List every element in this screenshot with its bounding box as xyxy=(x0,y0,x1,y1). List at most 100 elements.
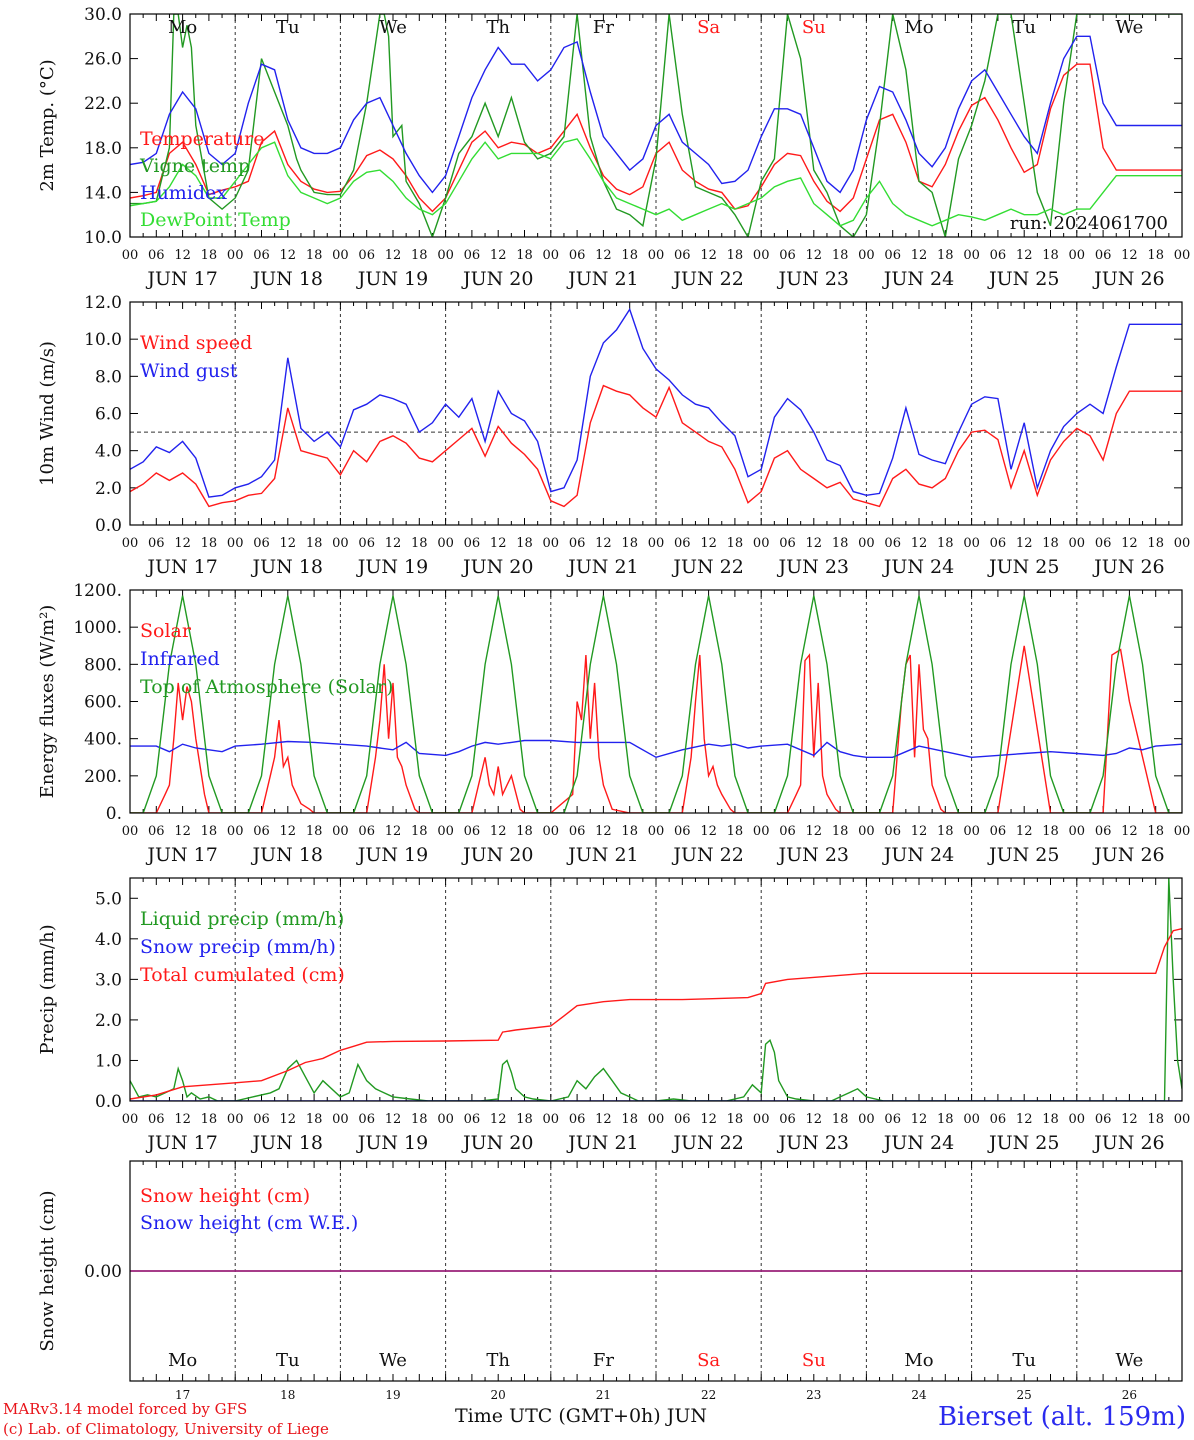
hour-label: 12 xyxy=(1016,248,1033,263)
hour-label: 12 xyxy=(385,1112,402,1127)
hour-label: 12 xyxy=(700,1112,717,1127)
hour-label: 00 xyxy=(437,536,454,551)
legend-entry: Snow height (cm) xyxy=(140,1185,310,1207)
hour-label: 06 xyxy=(253,536,270,551)
legend-entry: Wind gust xyxy=(140,360,238,382)
date-label: JUN 26 xyxy=(1092,1132,1164,1154)
hour-label: 00 xyxy=(332,536,349,551)
hour-label: 12 xyxy=(700,536,717,551)
legend-entry: Wind speed xyxy=(140,332,252,354)
hour-label: 12 xyxy=(806,824,823,839)
hour-label: 18 xyxy=(727,248,744,263)
y-tick-label: 8.0 xyxy=(95,367,122,387)
weekday-label: We xyxy=(1116,1350,1144,1371)
date-label: JUN 26 xyxy=(1092,556,1164,578)
date-label: JUN 20 xyxy=(461,268,533,290)
weekday-label: Tu xyxy=(276,17,300,38)
y-axis-label: 2m Temp. (°C) xyxy=(37,59,58,191)
hour-label: 00 xyxy=(1174,248,1191,263)
hour-label: 18 xyxy=(516,536,533,551)
hour-label: 06 xyxy=(253,824,270,839)
hour-label: 12 xyxy=(174,248,191,263)
y-axis-label: Snow height (cm) xyxy=(37,1190,58,1351)
hour-label: 12 xyxy=(806,1112,823,1127)
date-label: JUN 24 xyxy=(882,268,954,290)
hour-label: 18 xyxy=(1147,248,1164,263)
hour-label: 12 xyxy=(280,1112,297,1127)
hour-label: 00 xyxy=(227,1112,244,1127)
hour-label: 18 xyxy=(411,248,428,263)
date-label: JUN 21 xyxy=(566,844,638,866)
hour-label: 06 xyxy=(253,1112,270,1127)
hour-label: 06 xyxy=(779,824,796,839)
legend-entry: Total cumulated (cm) xyxy=(140,964,345,986)
y-tick-label: 400. xyxy=(84,730,122,750)
weekday-label: Mo xyxy=(168,17,197,38)
day-number-label: 24 xyxy=(911,1388,927,1402)
series-line-wind-gust xyxy=(130,307,1182,498)
hour-label: 18 xyxy=(727,824,744,839)
series-line-solar xyxy=(130,645,1182,813)
date-label: JUN 21 xyxy=(566,1132,638,1154)
hour-label: 00 xyxy=(332,248,349,263)
weekday-label: Tu xyxy=(1012,17,1036,38)
hour-label: 00 xyxy=(648,1112,665,1127)
lab-credit: (c) Lab. of Climatology, University of L… xyxy=(3,1420,329,1438)
series-line-vigne-temp xyxy=(130,14,1182,237)
day-number-label: 20 xyxy=(491,1388,506,1402)
hour-label: 00 xyxy=(437,824,454,839)
hour-label: 18 xyxy=(306,248,323,263)
y-tick-label: 2.0 xyxy=(95,479,122,499)
date-label: JUN 18 xyxy=(251,844,323,866)
hour-label: 18 xyxy=(201,248,218,263)
hour-label: 12 xyxy=(174,536,191,551)
hour-label: 12 xyxy=(280,824,297,839)
date-label: JUN 17 xyxy=(145,268,217,290)
hour-label: 12 xyxy=(911,536,928,551)
hour-label: 12 xyxy=(806,248,823,263)
hour-label: 00 xyxy=(963,824,980,839)
hour-label: 12 xyxy=(280,248,297,263)
y-tick-label: 0.0 xyxy=(95,1092,122,1112)
date-label: JUN 22 xyxy=(671,844,743,866)
weekday-label: Mo xyxy=(168,1350,197,1371)
hour-label: 12 xyxy=(1121,536,1138,551)
hour-label: 18 xyxy=(201,824,218,839)
panel-frame xyxy=(129,589,1183,814)
hour-label: 00 xyxy=(1069,824,1086,839)
hour-label: 00 xyxy=(227,824,244,839)
hour-label: 18 xyxy=(306,824,323,839)
hour-label: 06 xyxy=(884,536,901,551)
date-label: JUN 18 xyxy=(251,556,323,578)
hour-label: 12 xyxy=(385,248,402,263)
day-number-label: 18 xyxy=(280,1388,295,1402)
panel-frame xyxy=(129,13,1183,238)
run-annotation: run: 2024061700 xyxy=(1010,213,1168,234)
hour-label: 06 xyxy=(148,824,165,839)
hour-label: 18 xyxy=(1147,536,1164,551)
hour-label: 12 xyxy=(174,824,191,839)
legend-entry: Snow precip (mm/h) xyxy=(140,936,336,958)
series-line-infrared xyxy=(130,739,1182,759)
hour-label: 00 xyxy=(753,536,770,551)
date-label: JUN 19 xyxy=(356,1132,428,1154)
hour-label: 18 xyxy=(937,248,954,263)
hour-label: 00 xyxy=(332,824,349,839)
date-label: JUN 24 xyxy=(882,1132,954,1154)
hour-label: 12 xyxy=(174,1112,191,1127)
day-number-label: 22 xyxy=(701,1388,716,1402)
hour-label: 06 xyxy=(779,1112,796,1127)
hour-label: 00 xyxy=(753,824,770,839)
weekday-label: Sa xyxy=(697,17,720,38)
y-tick-label: 800. xyxy=(84,655,122,675)
hour-label: 12 xyxy=(1016,1112,1033,1127)
hour-label: 06 xyxy=(569,248,586,263)
day-number-label: 21 xyxy=(596,1388,611,1402)
y-tick-label: 10.0 xyxy=(84,228,122,248)
date-label: JUN 23 xyxy=(777,556,849,578)
hour-label: 06 xyxy=(884,1112,901,1127)
weekday-label: Fr xyxy=(593,17,614,38)
y-tick-label: 200. xyxy=(84,767,122,787)
hour-label: 12 xyxy=(490,248,507,263)
hour-label: 00 xyxy=(543,248,560,263)
